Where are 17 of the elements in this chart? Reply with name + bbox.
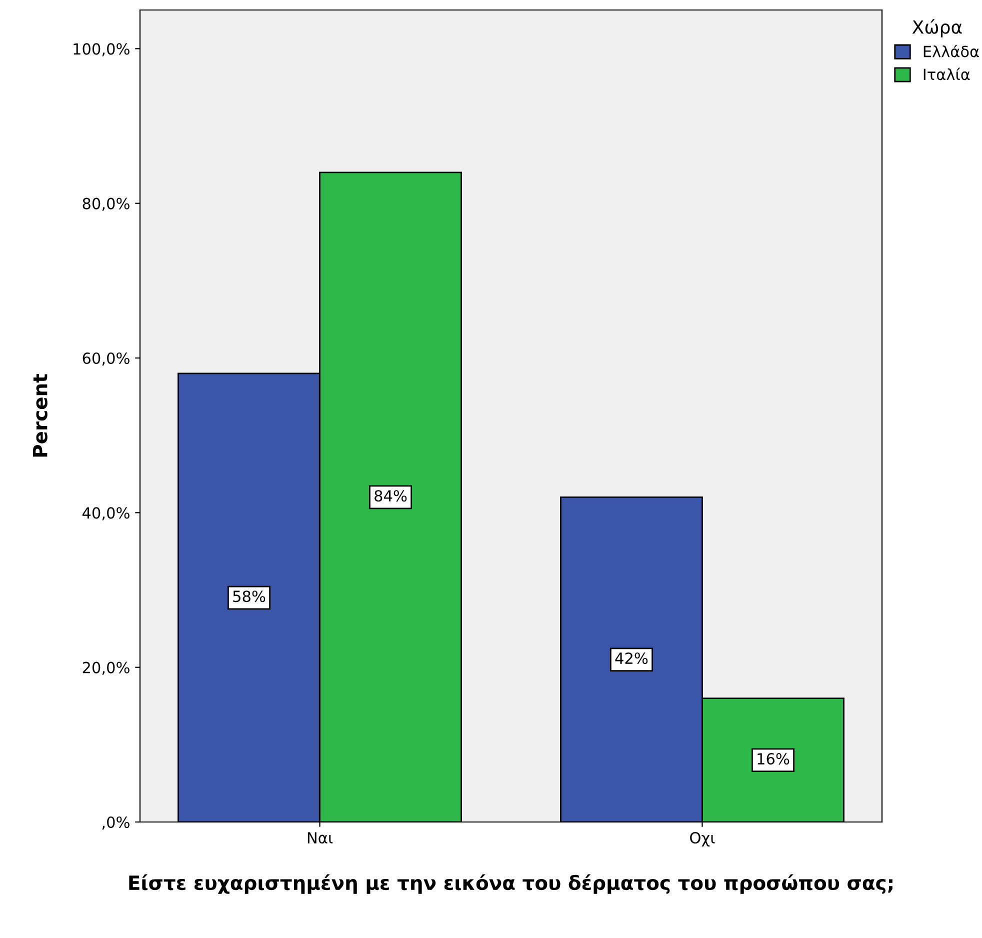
y-tick-label: 20,0% — [82, 662, 130, 675]
data-label: 58% — [233, 590, 266, 602]
y-tick-label: ,0% — [102, 816, 130, 830]
y-tick-label: 60,0% — [82, 352, 130, 366]
data-label: 42% — [615, 652, 648, 664]
legend-label: Ελλάδα — [924, 44, 979, 58]
y-tick-label: 80,0% — [82, 198, 130, 211]
y-axis-title: Percent — [32, 374, 48, 457]
legend-label: Ιταλία — [924, 68, 970, 80]
x-tick-label: Οχι — [690, 832, 715, 847]
data-label: 84% — [374, 490, 407, 502]
data-label: 16% — [758, 753, 790, 765]
y-tick-label: 100,0% — [74, 43, 130, 56]
legend-title: Χώρα — [912, 19, 962, 38]
x-axis-title: Είστε ευχαριστημένη με την εικόνα του δέρματος του προσώπου σας; — [129, 874, 892, 894]
x-tick-label: Ναι — [308, 832, 333, 844]
y-tick-label: 40,0% — [82, 507, 130, 520]
